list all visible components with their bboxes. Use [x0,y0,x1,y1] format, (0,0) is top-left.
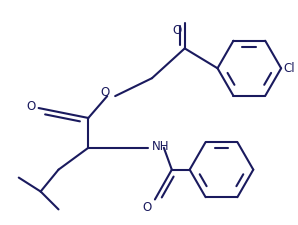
Text: O: O [142,201,152,214]
Text: O: O [101,86,110,99]
Text: O: O [26,99,35,112]
Text: Cl: Cl [283,62,295,75]
Text: O: O [172,24,181,37]
Text: NH: NH [152,140,170,153]
